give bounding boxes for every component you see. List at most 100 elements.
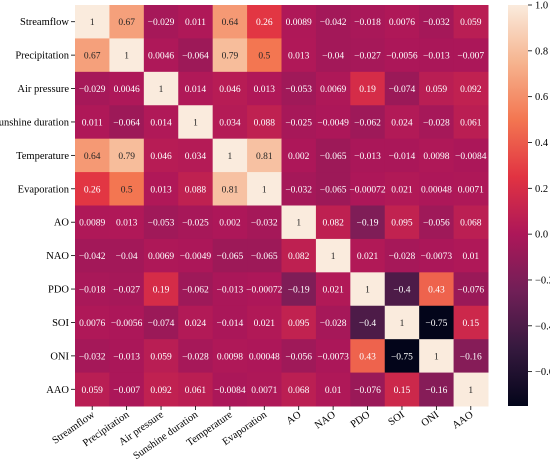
heatmap-cell (212, 205, 248, 240)
heatmap-cell (178, 172, 214, 206)
cell-value-label: 0.013 (254, 85, 276, 95)
cell-value-label: −0.028 (423, 118, 450, 128)
cell-value-label: −0.053 (148, 219, 175, 229)
heatmap-cell (419, 138, 455, 173)
heatmap-cell (281, 238, 317, 273)
heatmap-cell (315, 138, 351, 173)
cell-value-label: −0.032 (423, 18, 450, 28)
colorbar-tick-label: 1.0 (535, 1, 548, 12)
heatmap-cell (315, 105, 351, 140)
cell-value-label: −0.013 (217, 286, 244, 296)
heatmap-cell (315, 272, 351, 307)
heatmap-cell (143, 205, 179, 240)
cell-value-label: 0.26 (84, 185, 101, 195)
heatmap-cell (453, 71, 489, 106)
heatmap-cell (75, 372, 110, 407)
cell-value-label: 1 (296, 219, 301, 229)
cell-value-label: 0.81 (256, 152, 273, 162)
cell-value-label: 0.43 (428, 286, 445, 296)
cell-value-label: 0.64 (222, 18, 239, 28)
heatmap-cell (453, 305, 489, 340)
cell-value-label: 0.082 (322, 219, 344, 229)
heatmap-cell (315, 339, 351, 374)
cell-value-label: 0.059 (150, 352, 172, 362)
heatmap-cell (178, 339, 214, 374)
cell-value-label: −0.042 (79, 252, 106, 262)
cell-value-label: −0.042 (320, 18, 347, 28)
heatmap-cell (109, 172, 145, 206)
heatmap-cell (315, 205, 351, 240)
cell-value-label: −0.065 (251, 252, 278, 262)
heatmap-cells (75, 5, 489, 407)
cell-value-label: 1 (331, 252, 336, 262)
cell-value-label: −0.4 (359, 319, 376, 329)
cell-value-label: −0.014 (389, 152, 416, 162)
heatmap-cell (109, 272, 145, 307)
heatmap-cell (281, 272, 317, 307)
heatmap-cell (384, 238, 420, 273)
cell-value-label: −0.028 (389, 252, 416, 262)
colorbar-tick-label: 0.8 (535, 46, 548, 57)
heatmap-cell (350, 238, 386, 273)
y-tick-label: Precipitation (15, 51, 69, 62)
cell-value-label: 0.0069 (148, 252, 174, 262)
cell-value-label: −0.00072 (349, 185, 385, 195)
cell-value-label: −0.0084 (455, 152, 487, 162)
colorbar-ticks: 1.0 0.8 0.6 0.4 0.2 0.0 −0.2 −0.4 −0.6 (528, 1, 550, 378)
heatmap-cell (143, 5, 179, 39)
cell-value-label: 0.082 (288, 252, 310, 262)
cell-value-label: −0.025 (285, 118, 312, 128)
cell-value-label: −0.4 (393, 286, 410, 296)
heatmap-cell (281, 372, 317, 407)
heatmap-cell (143, 172, 179, 206)
cell-value-label: 1 (193, 118, 198, 128)
cell-value-label: −0.0049 (180, 252, 212, 262)
heatmap-cell (281, 205, 317, 240)
cell-value-label: 0.79 (118, 152, 135, 162)
cell-value-label: 0.0098 (423, 152, 449, 162)
heatmap-cell (212, 138, 248, 173)
cell-value-label: −0.007 (457, 52, 484, 62)
heatmap-cell (350, 38, 386, 73)
heatmap-cell (281, 305, 317, 340)
heatmap-cell (453, 38, 489, 73)
cell-value-label: −0.076 (354, 386, 381, 396)
cell-value-label: −0.19 (288, 286, 310, 296)
cell-value-label: −0.0073 (421, 252, 453, 262)
cell-value-label: 0.67 (118, 18, 135, 28)
heatmap-cell (109, 305, 145, 340)
heatmap-cell (212, 71, 248, 106)
cell-value-label: 1 (159, 85, 164, 95)
cell-value-label: −0.029 (79, 85, 106, 95)
cell-value-label: 0.19 (359, 85, 376, 95)
y-tick-label: SOI (52, 318, 69, 329)
heatmap-cell (315, 172, 351, 206)
x-tick-label: ONI (419, 409, 441, 429)
cell-value-label: 0.43 (359, 352, 376, 362)
cell-value-label: 0.013 (150, 185, 172, 195)
heatmap-cell (178, 372, 214, 407)
heatmap-cell (212, 238, 248, 273)
x-tick-label: AO (285, 409, 304, 427)
cell-value-label: 0.0089 (79, 219, 105, 229)
cell-value-label: 0.0098 (217, 352, 243, 362)
heatmap-cell (75, 38, 110, 73)
cell-value-label: 0.024 (391, 118, 413, 128)
cell-value-label: 0.092 (460, 85, 482, 95)
heatmap-cell (143, 272, 179, 307)
heatmap-cell (419, 71, 455, 106)
cell-value-label: −0.00072 (246, 286, 282, 296)
cell-value-label: 0.046 (219, 85, 241, 95)
cell-value-label: 0.0089 (286, 18, 312, 28)
heatmap-cell (384, 71, 420, 106)
heatmap-cell (178, 38, 214, 73)
y-tick-label: ONI (50, 351, 69, 362)
heatmap-cell (143, 38, 179, 73)
cell-value-label: 0.5 (121, 185, 133, 195)
cell-value-label: 0.021 (357, 252, 379, 262)
heatmap-cell (281, 71, 317, 106)
cell-value-label: 0.061 (185, 386, 207, 396)
heatmap-cell-labels: 1 0.67 −0.029 0.011 0.64 0.26 0.0089 −0.042 −0.0… (79, 18, 487, 396)
heatmap-cell (384, 272, 420, 307)
